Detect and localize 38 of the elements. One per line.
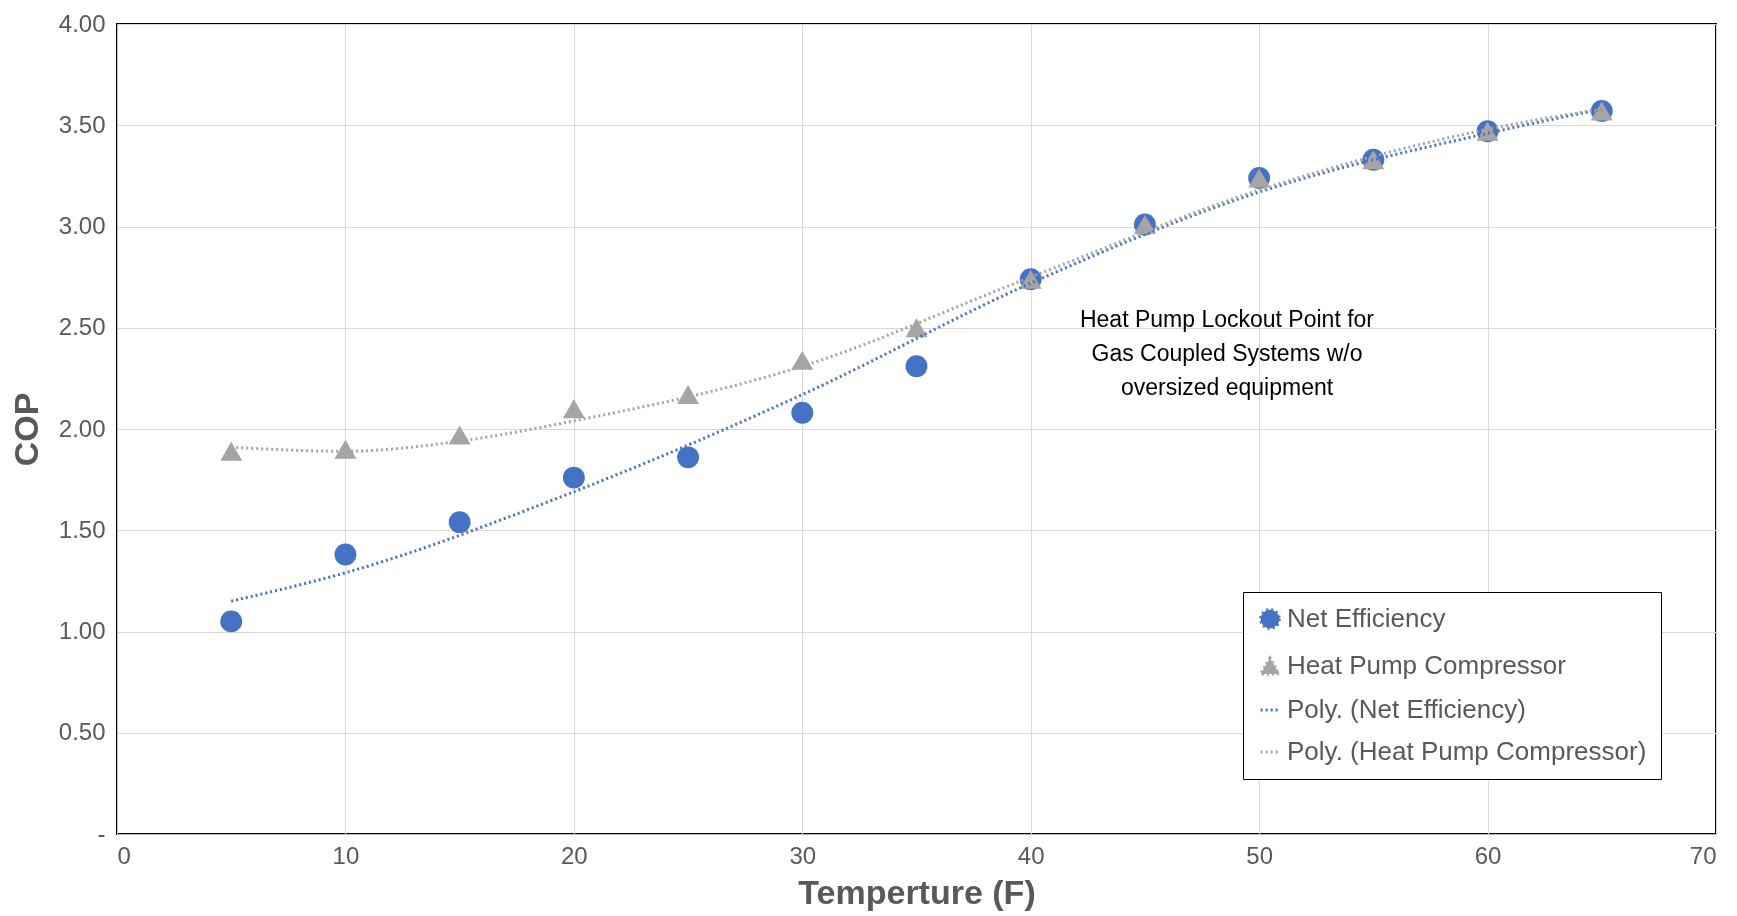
point <box>677 385 700 405</box>
y-tick-label: 3.00 <box>58 212 106 239</box>
legend-label: Poly. (Heat Pump Compressor) <box>1287 736 1647 766</box>
point <box>905 355 928 378</box>
legend-label: Net Efficiency <box>1287 603 1446 633</box>
point <box>448 511 471 534</box>
x-tick-label: 40 <box>1017 841 1045 869</box>
y-tick-label: - <box>97 819 106 847</box>
point <box>677 446 700 469</box>
point <box>905 318 928 338</box>
y-tick-label: 3.50 <box>58 110 106 138</box>
y-tick-label: 4.00 <box>58 9 106 37</box>
y-tick-label: 0.50 <box>58 718 106 746</box>
y-tick-label: 2.50 <box>58 313 106 341</box>
annotation: Heat Pump Lockout Point for Gas Coupled Systems w/o oversized equipment <box>1079 306 1375 400</box>
point <box>448 425 471 445</box>
x-tick-label: 50 <box>1246 841 1273 869</box>
point <box>791 350 814 370</box>
point <box>334 543 357 566</box>
point <box>791 401 814 424</box>
x-tick-label: 0 <box>117 841 131 869</box>
legend-label: Heat Pump Compressor <box>1287 650 1567 680</box>
x-tick-label: 20 <box>561 841 588 869</box>
y-axis-title: COP <box>6 392 45 467</box>
point <box>562 466 585 489</box>
y-tick-label: 2.00 <box>58 414 106 442</box>
point <box>562 399 585 419</box>
x-tick-label: 10 <box>332 841 360 869</box>
point <box>220 441 243 461</box>
x-axis-title: Temperture (F) <box>798 872 1036 911</box>
point <box>220 610 243 633</box>
x-tick-label: 60 <box>1474 841 1502 869</box>
y-tick-label: 1.50 <box>58 515 106 543</box>
legend-label: Poly. (Net Efficiency) <box>1287 694 1526 724</box>
y-tick-label: 1.00 <box>58 617 106 644</box>
x-tick-label: 30 <box>789 841 817 869</box>
point <box>334 439 357 459</box>
x-tick-label: 70 <box>1689 841 1717 869</box>
